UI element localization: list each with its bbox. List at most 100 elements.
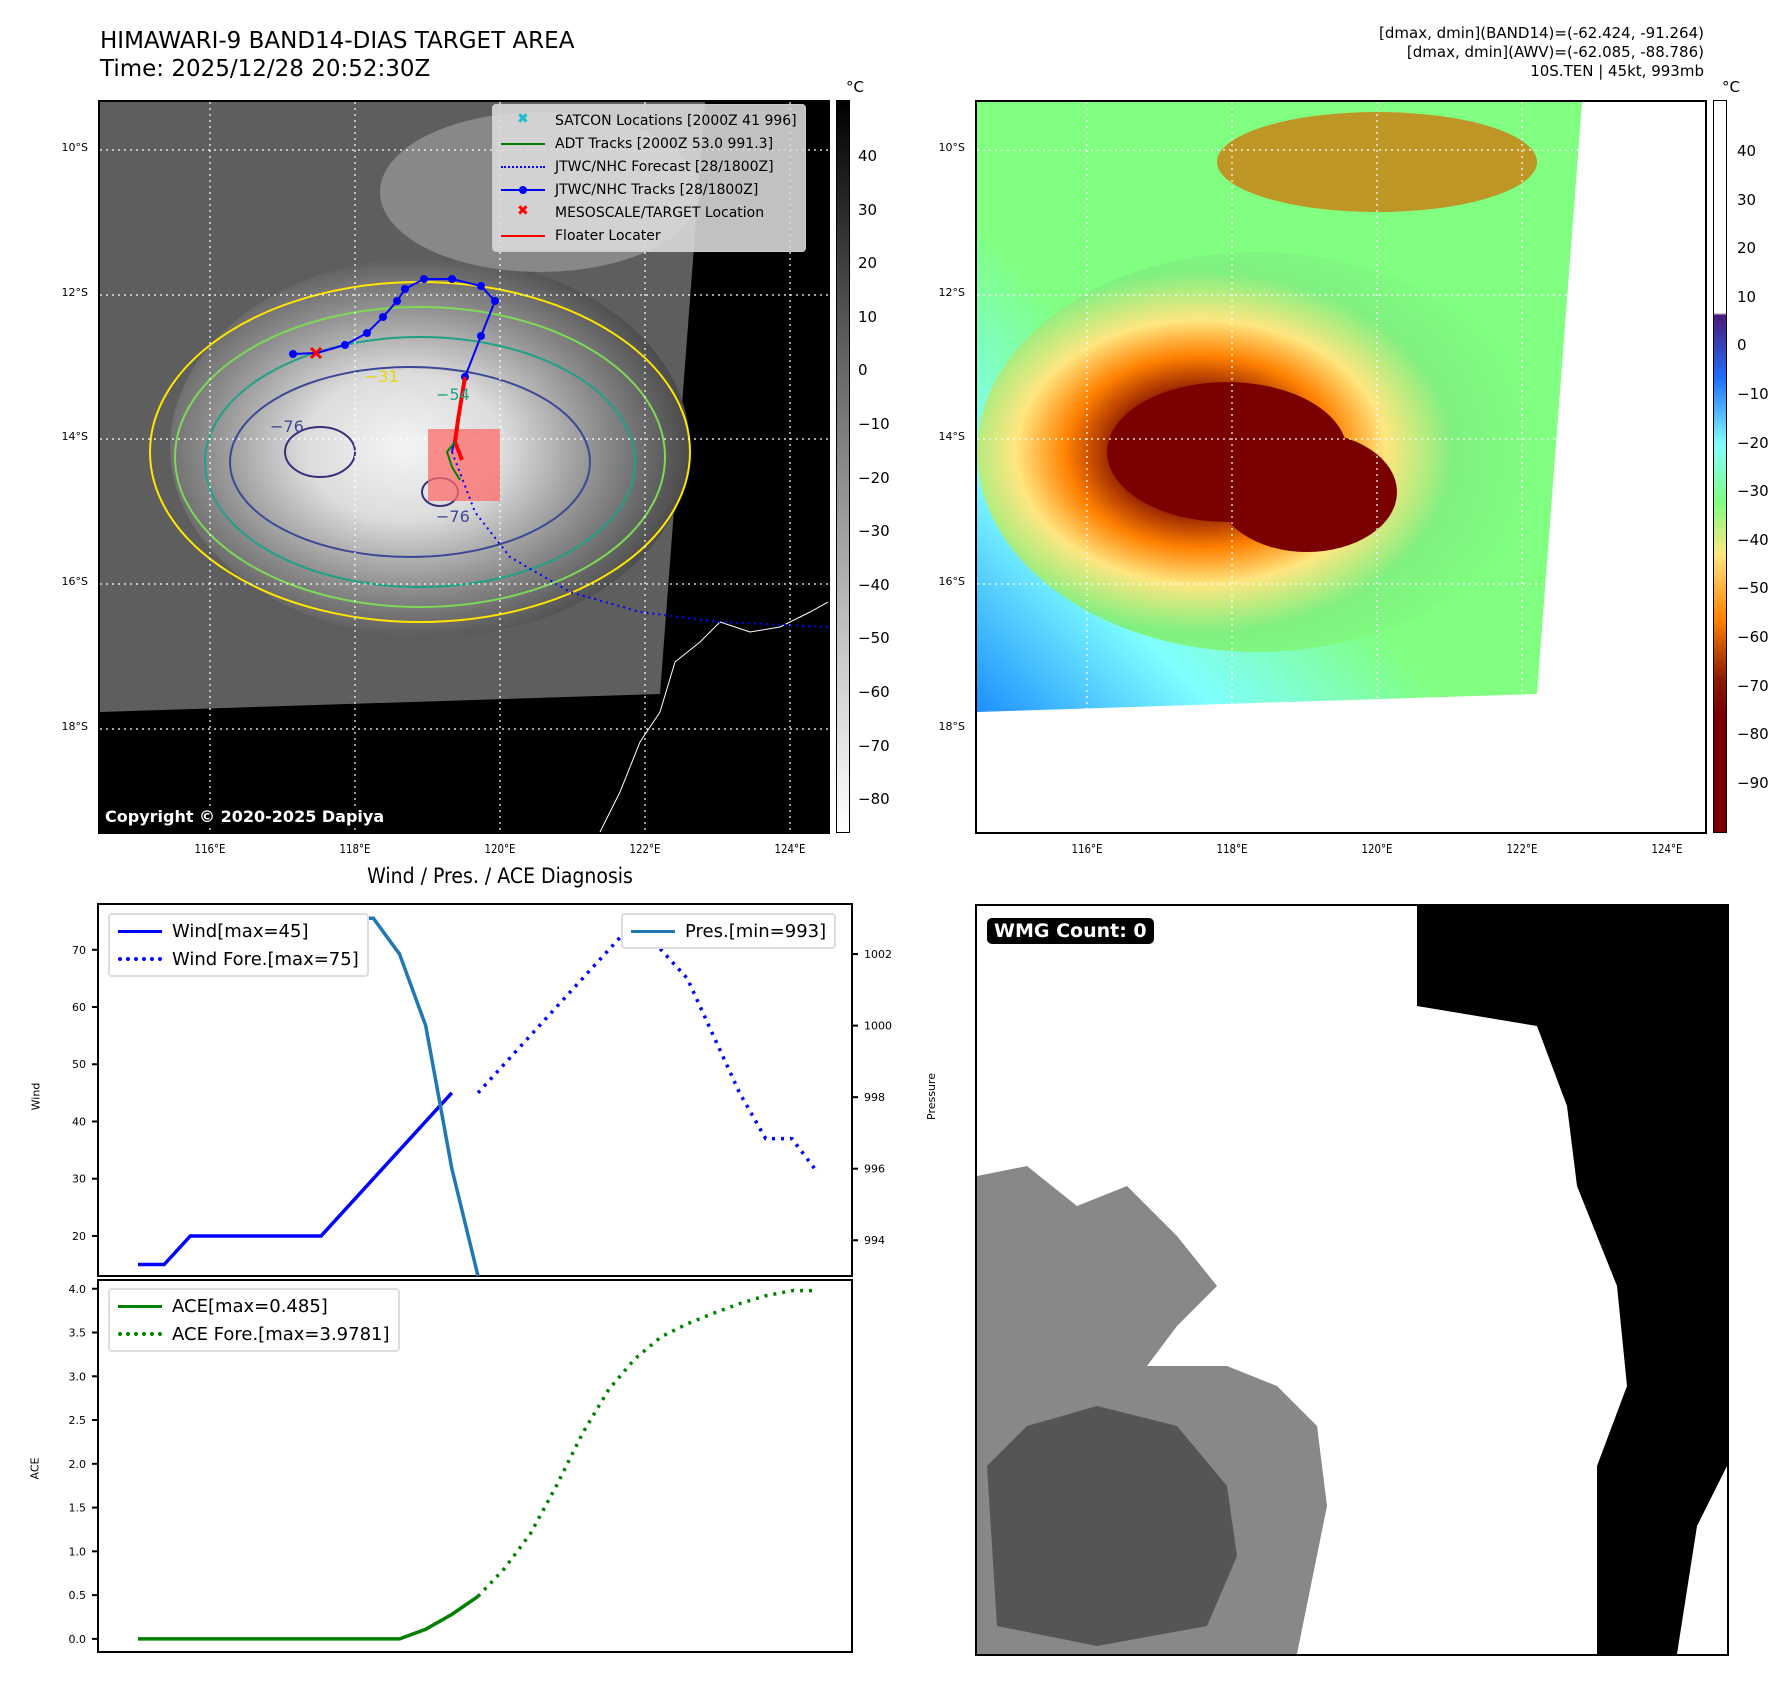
lat-label: 12°S	[938, 286, 965, 299]
lon-label: 122°E	[629, 842, 661, 856]
lon-label: 122°E	[1506, 842, 1538, 856]
colorbar-tick: 10	[858, 307, 878, 326]
solid-line-icon	[501, 229, 547, 243]
solid-line-icon	[631, 924, 677, 938]
legend-ace-forecast: ACE Fore.[max=3.9781]	[118, 1320, 390, 1348]
colorbar-tick: −20	[858, 468, 890, 487]
colorbar-tick: −30	[1737, 482, 1769, 501]
wind-axis-label: Wind	[29, 1082, 43, 1111]
wmg-darkgray-region	[987, 1406, 1237, 1646]
colorbar-tick: −70	[858, 736, 890, 755]
colorbar-tick: 0	[1737, 336, 1747, 355]
y2-tick-label: 996	[864, 1163, 885, 1176]
colorbar-tick: −80	[1737, 725, 1769, 744]
ace-axis-label: ACE	[28, 1457, 42, 1480]
pressure-axis-label: Pressure	[924, 1073, 938, 1120]
y-tick-label: 20	[72, 1230, 86, 1243]
legend-item-adt: ADT Tracks [2000Z 53.0 991.3]	[501, 132, 797, 155]
y2-tick-label: 998	[864, 1091, 885, 1104]
y-tick-label: 60	[72, 1001, 86, 1014]
y-tick-label: 0.5	[69, 1589, 87, 1602]
colorbar-tick: 10	[1737, 287, 1757, 306]
series-line-wind-fore-	[476, 918, 820, 1175]
coastline	[599, 601, 828, 832]
colorbar-gray	[836, 100, 850, 833]
colorbar-tick: −20	[1737, 433, 1769, 452]
stats-storm: 10S.TEN | 45kt, 993mb	[1530, 62, 1704, 80]
colorbar-tick: 40	[858, 147, 878, 165]
lon-label: 118°E	[339, 842, 371, 856]
lat-label: 16°S	[938, 575, 965, 588]
legend-item-mesoscale: ✖ MESOSCALE/TARGET Location	[501, 201, 797, 224]
colorbar-tick: −90	[1737, 773, 1769, 792]
colorbar-tick: −60	[858, 683, 890, 701]
wmg-count-badge: WMG Count: 0	[987, 918, 1154, 944]
colorbar-tick: 30	[858, 200, 878, 219]
y-tick-label: 40	[72, 1115, 86, 1128]
legend-ace: ACE[max=0.485]	[118, 1292, 390, 1320]
y-tick-label: 3.5	[69, 1327, 87, 1340]
solid-line-icon	[118, 1299, 164, 1313]
y-tick-label: 30	[72, 1173, 86, 1186]
stats-block: [dmax, dmin](BAND14)=(-62.424, -91.264) …	[1379, 24, 1704, 81]
wind-legend: Wind[max=45] Wind Fore.[max=75]	[108, 913, 369, 977]
series-line-wind	[138, 1091, 454, 1267]
lon-label: 116°E	[194, 842, 226, 856]
lon-label: 124°E	[774, 842, 806, 856]
lon-label: 120°E	[484, 842, 516, 856]
wmg-svg	[977, 906, 1727, 1654]
ir-map-svg: −31 −54 −76 −76	[100, 102, 828, 832]
lon-label: 124°E	[1651, 842, 1683, 856]
lat-label: 10°S	[61, 141, 88, 154]
lon-label: 118°E	[1216, 842, 1248, 856]
wmg-black-region	[1417, 906, 1727, 1654]
solid-line-icon	[501, 137, 547, 151]
contour-label: −76	[270, 417, 304, 436]
colorbar-tick: −60	[1737, 628, 1769, 646]
line-dot-icon	[501, 183, 547, 197]
lat-label: 12°S	[61, 286, 88, 299]
jtwc-track-points	[289, 275, 499, 381]
y-tick-label: 70	[72, 944, 86, 957]
lat-label: 18°S	[938, 720, 965, 733]
x-marker-icon: ✖	[517, 110, 529, 127]
contour-label: −31	[365, 367, 399, 386]
floater-box	[428, 429, 500, 501]
lat-label: 14°S	[938, 430, 965, 443]
colorbar-tick: 20	[1737, 239, 1757, 258]
lat-label: 10°S	[938, 141, 965, 154]
colorbar-tick: −70	[1737, 676, 1769, 695]
pressure-legend: Pres.[min=993]	[621, 913, 837, 949]
colorbar-tick: −10	[1737, 385, 1769, 403]
y2-tick-label: 1002	[864, 948, 892, 961]
colorbar-tick: −40	[858, 575, 890, 594]
contour-label: −76	[436, 507, 470, 526]
contour-teal	[204, 336, 636, 588]
mesoscale-target-marker	[309, 346, 323, 360]
colorbar-tick: −80	[858, 790, 890, 809]
y2-tick-label: 994	[864, 1234, 885, 1247]
y-tick-label: 2.0	[69, 1458, 87, 1471]
floater-locater-line	[452, 376, 467, 461]
lat-label: 16°S	[61, 575, 88, 588]
lon-label: 116°E	[1071, 842, 1103, 856]
wind-pressure-chart: 20 30 40 50 60 70 994 996 998 1000 1002	[72, 903, 892, 1277]
series-line-ace	[138, 1594, 479, 1641]
copyright-label: Copyright © 2020-2025 Dapiya	[102, 807, 388, 826]
dotted-line-icon	[501, 160, 547, 174]
y-tick-label: 2.5	[69, 1414, 87, 1427]
legend-pressure: Pres.[min=993]	[631, 917, 826, 945]
legend-item-satcon: ✖ SATCON Locations [2000Z 41 996]	[501, 109, 797, 132]
legend-item-floater: Floater Locater	[501, 224, 797, 247]
lon-label: 120°E	[1361, 842, 1393, 856]
map-legend: ✖ SATCON Locations [2000Z 41 996] ADT Tra…	[492, 104, 806, 252]
dotted-line-icon	[118, 1327, 164, 1341]
colorbar-color	[1713, 100, 1727, 833]
series-line-ace-fore-	[476, 1288, 818, 1598]
y-tick-label: 50	[72, 1058, 86, 1071]
colorbar-tick: 30	[1737, 190, 1757, 209]
y2-tick-label: 1000	[864, 1020, 892, 1033]
colorbar-tick: −10	[858, 415, 890, 433]
colorbar-color-unit: °C	[1722, 78, 1740, 96]
legend-wind: Wind[max=45]	[118, 917, 359, 945]
